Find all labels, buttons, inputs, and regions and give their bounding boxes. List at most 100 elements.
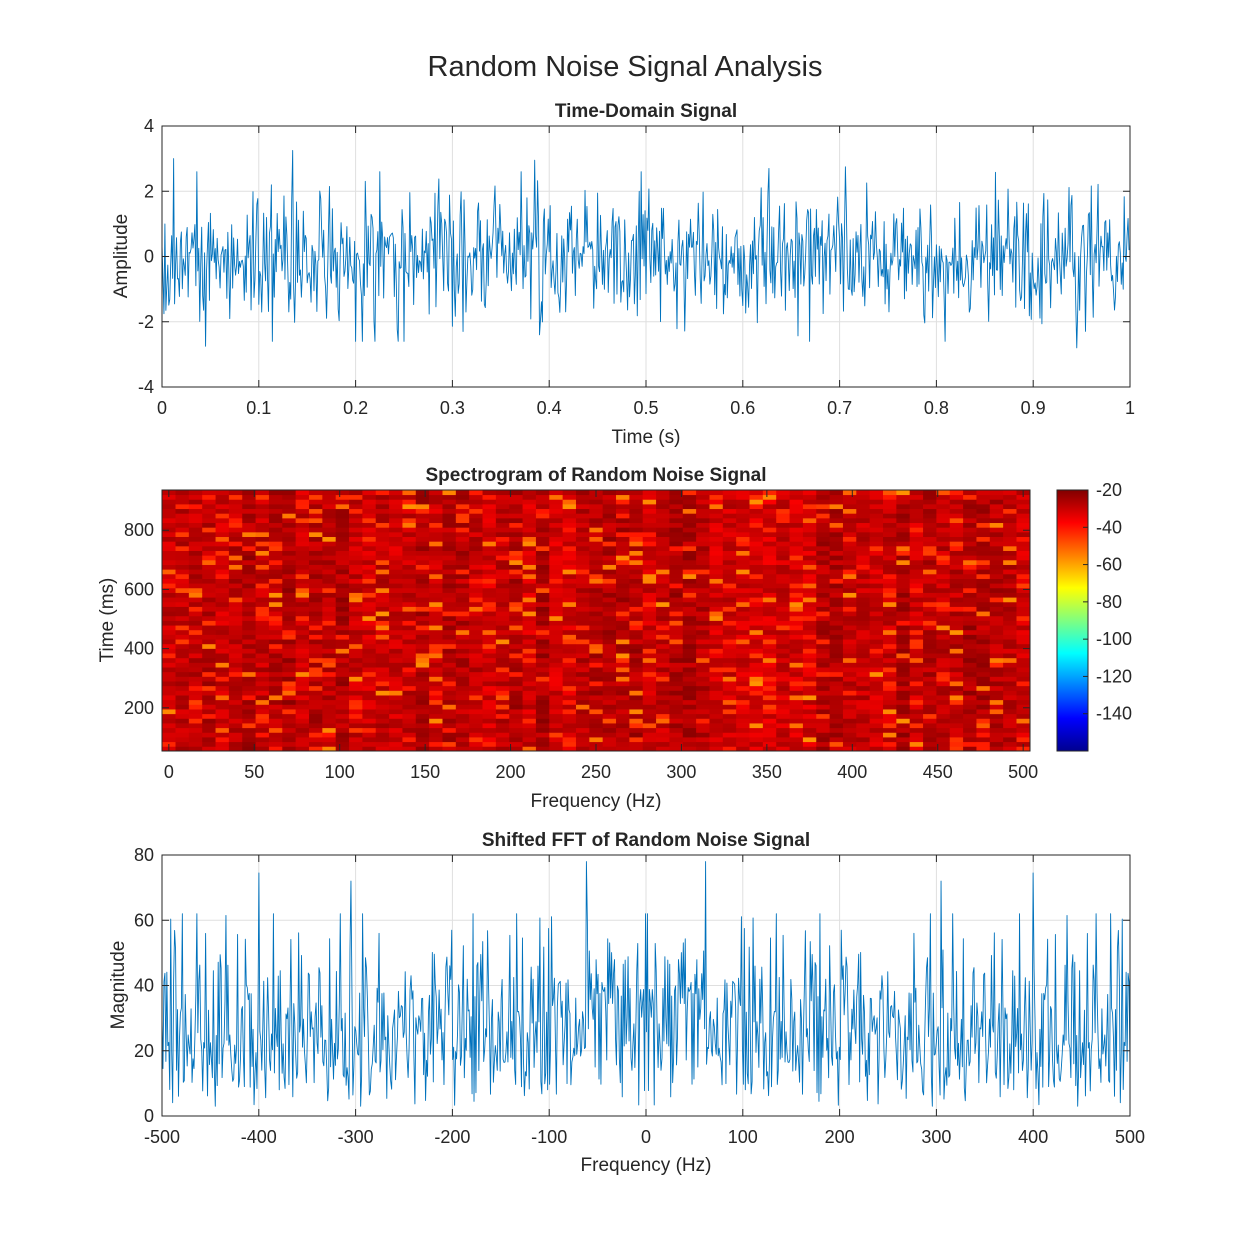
spectrogram-cell bbox=[762, 531, 777, 538]
spectrogram-cell bbox=[482, 718, 497, 724]
spectrogram-cell bbox=[215, 634, 230, 640]
spectrogram-cell bbox=[469, 499, 483, 505]
spectrogram-cell bbox=[1016, 494, 1031, 500]
spectrogram-cell bbox=[869, 709, 884, 715]
spectrogram-cell bbox=[442, 531, 457, 538]
spectrogram-cell bbox=[722, 657, 737, 663]
spectrogram-cell bbox=[629, 709, 644, 715]
spectrogram-cell bbox=[509, 494, 523, 500]
spectrogram-cell bbox=[642, 499, 657, 505]
spectrogram-cell bbox=[802, 685, 817, 691]
spectrogram-cell bbox=[589, 587, 604, 593]
spectrogram-cell bbox=[883, 513, 897, 519]
spectrogram-cell bbox=[909, 555, 924, 561]
spectrogram-cell bbox=[255, 690, 270, 696]
spectrogram-cell bbox=[1016, 737, 1031, 743]
spectrogram-cell bbox=[923, 583, 937, 589]
spectrogram-cell bbox=[375, 569, 390, 575]
spectrogram-cell bbox=[215, 653, 230, 659]
spectrogram-cell bbox=[1016, 681, 1031, 687]
spectrogram-cell bbox=[883, 699, 897, 705]
spectrogram-cell bbox=[575, 662, 590, 668]
x-tick-label: 0 bbox=[157, 398, 167, 418]
spectrogram-cell bbox=[709, 713, 724, 719]
spectrogram-cell bbox=[696, 569, 710, 575]
time-domain-x-label: Time (s) bbox=[612, 427, 681, 448]
spectrogram-cell bbox=[963, 541, 977, 547]
spectrogram-cell bbox=[495, 541, 510, 547]
spectrogram-cell bbox=[869, 662, 884, 668]
spectrogram-cell bbox=[389, 671, 403, 677]
spectrogram-cell bbox=[549, 545, 564, 551]
spectrogram-cell bbox=[362, 639, 377, 645]
spectrogram-cell bbox=[669, 587, 684, 593]
spectrogram-cell bbox=[776, 671, 790, 677]
spectrogram-cell bbox=[549, 503, 564, 510]
spectrogram-cell bbox=[162, 620, 176, 626]
spectrogram-cell bbox=[455, 606, 470, 612]
spectrogram-cell bbox=[549, 490, 564, 496]
spectrogram-cell bbox=[736, 555, 750, 561]
spectrogram-cell bbox=[389, 564, 403, 570]
spectrogram-cell bbox=[322, 676, 337, 682]
spectrogram-cell bbox=[923, 555, 937, 561]
spectrogram-cell bbox=[896, 508, 911, 514]
spectrogram-cell bbox=[522, 620, 537, 626]
spectrogram-cell bbox=[282, 606, 297, 612]
spectrogram-cell bbox=[909, 494, 924, 500]
spectrogram-cell bbox=[188, 541, 203, 547]
spectrogram-cell bbox=[749, 555, 764, 561]
spectrogram-cell bbox=[228, 699, 243, 705]
spectrogram-cell bbox=[322, 653, 337, 659]
spectrogram-cell bbox=[162, 718, 176, 724]
spectrogram-cell bbox=[522, 597, 537, 603]
x-tick-label: 0.5 bbox=[633, 398, 658, 418]
spectrogram-cell bbox=[709, 737, 724, 743]
spectrogram-cell bbox=[669, 536, 684, 542]
spectrogram-cell bbox=[1003, 634, 1017, 640]
spectrogram-cell bbox=[909, 695, 924, 701]
spectrogram-cell bbox=[1003, 601, 1017, 607]
spectrogram-cell bbox=[789, 648, 804, 654]
spectrogram-cell bbox=[909, 662, 924, 668]
y-tick-label: -4 bbox=[138, 377, 154, 397]
spectrogram-cell bbox=[869, 737, 884, 743]
x-tick-label: -100 bbox=[531, 1127, 567, 1147]
spectrogram-cell bbox=[936, 704, 951, 710]
spectrogram-cell bbox=[976, 718, 991, 724]
spectrogram-cell bbox=[442, 639, 457, 645]
spectrogram-cell bbox=[616, 508, 630, 514]
spectrogram-cell bbox=[442, 643, 457, 649]
spectrogram-cell bbox=[415, 709, 430, 715]
spectrogram-cell bbox=[509, 676, 523, 682]
spectrogram-cell bbox=[375, 657, 390, 663]
spectrogram-cell bbox=[963, 634, 977, 640]
spectrogram-cell bbox=[816, 639, 831, 645]
spectrogram-cell bbox=[175, 573, 190, 579]
spectrogram-cell bbox=[976, 741, 991, 747]
spectrogram-cell bbox=[549, 676, 564, 682]
spectrogram-cell bbox=[362, 667, 377, 673]
spectrogram-cell bbox=[602, 662, 617, 668]
spectrogram-cell bbox=[495, 536, 510, 542]
spectrogram-cell bbox=[696, 741, 710, 747]
spectrogram-cell bbox=[562, 699, 577, 705]
spectrogram-cell bbox=[856, 699, 871, 705]
spectrogram-cell bbox=[656, 592, 670, 598]
spectrogram-cell bbox=[415, 587, 430, 593]
spectrogram-cell bbox=[616, 643, 630, 649]
spectrogram-cell bbox=[349, 583, 363, 589]
spectrogram-cell bbox=[936, 629, 951, 635]
spectrogram-cell bbox=[696, 490, 710, 496]
spectrogram-cell bbox=[829, 737, 844, 743]
spectrogram-cell bbox=[322, 629, 337, 635]
spectrogram-cell bbox=[883, 597, 897, 603]
spectrogram-cell bbox=[482, 667, 497, 673]
spectrogram-cell bbox=[589, 583, 604, 589]
spectrogram-cell bbox=[415, 559, 430, 565]
spectrogram-cell bbox=[402, 536, 417, 542]
spectrogram-cell bbox=[589, 606, 604, 612]
spectrogram-cell bbox=[495, 625, 510, 631]
spectrogram-cell bbox=[869, 573, 884, 579]
spectrogram-cell bbox=[963, 578, 977, 584]
